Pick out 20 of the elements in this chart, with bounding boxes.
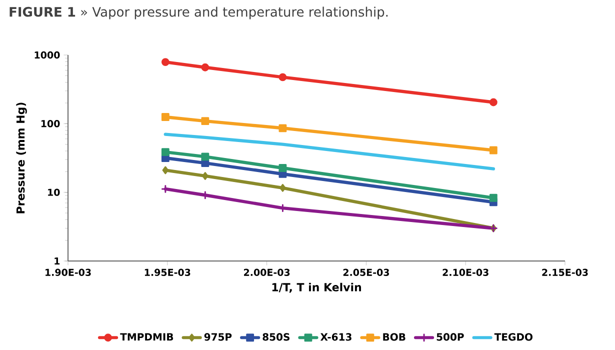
y-tick-label: 1000: [34, 51, 60, 59]
legend-label: 850S: [262, 333, 290, 341]
x-tick-label: 2.05E-03: [343, 268, 389, 276]
x-tick-label: 1.90E-03: [46, 268, 91, 276]
x-tick-label: 1.95E-03: [144, 268, 190, 276]
legend-label: 500P: [436, 333, 464, 341]
x-tick-label: 2.10E-03: [442, 268, 488, 276]
y-axis-title: Pressure (mm Hg): [16, 102, 27, 214]
legend-label: BOB: [383, 333, 406, 341]
legend-label: TMPDMIB: [120, 333, 174, 341]
x-tick-label: 2.00E-03: [244, 268, 290, 276]
x-axis-title: 1/T, T in Kelvin: [272, 282, 362, 293]
y-tick-label: 100: [41, 120, 60, 128]
legend-label: 975P: [204, 333, 232, 341]
y-tick-label: 1: [54, 258, 60, 264]
legend-label: X-613: [320, 333, 352, 341]
x-tick-label: 2.15E-03: [542, 268, 588, 276]
y-tick-label: 10: [48, 188, 60, 196]
chart-title: FIGURE 1 » Vapor pressure and temperature relationship.: [10, 6, 388, 20]
legend-label: TEGDO: [494, 333, 532, 341]
